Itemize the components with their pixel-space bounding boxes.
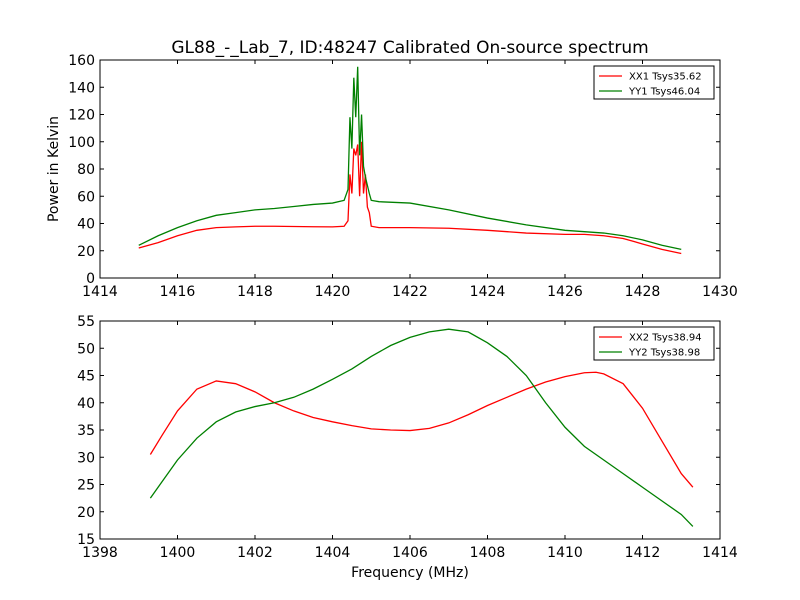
x-tick-label: 1422 [392,284,428,300]
y-tick-label: 25 [77,478,95,494]
x-tick-label: 1430 [702,284,738,300]
figure-title: GL88_-_Lab_7, ID:48247 Calibrated On-sou… [171,38,648,58]
x-axis-label: Frequency (MHz) [351,565,469,581]
legend-entry: XX1 Tsys35.62 [629,72,702,83]
y-tick-label: 40 [77,217,95,233]
x-tick-label: 1412 [625,545,661,561]
y-tick-label: 45 [77,369,95,385]
x-tick-label: 1404 [315,545,351,561]
y-tick-label: 140 [68,80,95,96]
legend-entry: YY1 Tsys46.04 [628,87,700,98]
y-tick-label: 80 [77,162,95,178]
legend-box [593,65,715,100]
series-line-2-2 [149,328,694,527]
x-tick-label: 1420 [315,284,351,300]
bottom-panel: 1398 1400 1402 1404 1406 1408 1410 1412 1414 15 20… [77,314,738,581]
y-tick-label: 20 [77,244,95,260]
y-tick-label: 100 [68,135,95,151]
series-line-2-1 [149,371,694,488]
y-tick-label: 55 [77,314,95,330]
legend: XX1 Tsys35.62 YY1 Tsys46.04 [593,65,715,100]
x-tick-label: 1424 [470,284,506,300]
y-axis-label: Power in Kelvin [46,116,62,222]
y-tick-label: 30 [77,450,95,466]
y-tick-label: 50 [77,341,95,357]
series-line-1-1 [138,141,682,255]
legend-entry: XX2 Tsys38.94 [629,333,702,344]
x-tick-label: 1402 [237,545,273,561]
x-tick-label: 1416 [160,284,196,300]
y-tick-label: 160 [68,53,95,69]
x-tick-label: 1406 [392,545,428,561]
y-tick-label: 15 [77,532,95,548]
top-panel: 1414 1416 1418 1420 1422 1424 1426 1428 1430 0 20 4… [46,53,738,300]
y-tick-label: 40 [77,396,95,412]
x-tick-label: 1414 [82,284,118,300]
x-tick-label: 1408 [470,545,506,561]
x-tick-label: 1414 [702,545,738,561]
y-tick-label: 20 [77,505,95,521]
y-tick-label: 35 [77,423,95,439]
legend: XX2 Tsys38.94 YY2 Tsys38.98 [593,326,715,361]
x-tick-label: 1428 [625,284,661,300]
x-tick-label: 1426 [547,284,583,300]
x-tick-label: 1410 [547,545,583,561]
series-line-1-2 [138,66,682,251]
y-tick-label: 120 [68,108,95,124]
legend-box [593,326,715,361]
y-tick-label: 60 [77,189,95,205]
legend-entry: YY2 Tsys38.98 [628,348,700,359]
y-tick-label: 0 [86,271,95,287]
x-tick-label: 1418 [237,284,273,300]
x-tick-label: 1398 [82,545,118,561]
x-tick-label: 1400 [160,545,196,561]
